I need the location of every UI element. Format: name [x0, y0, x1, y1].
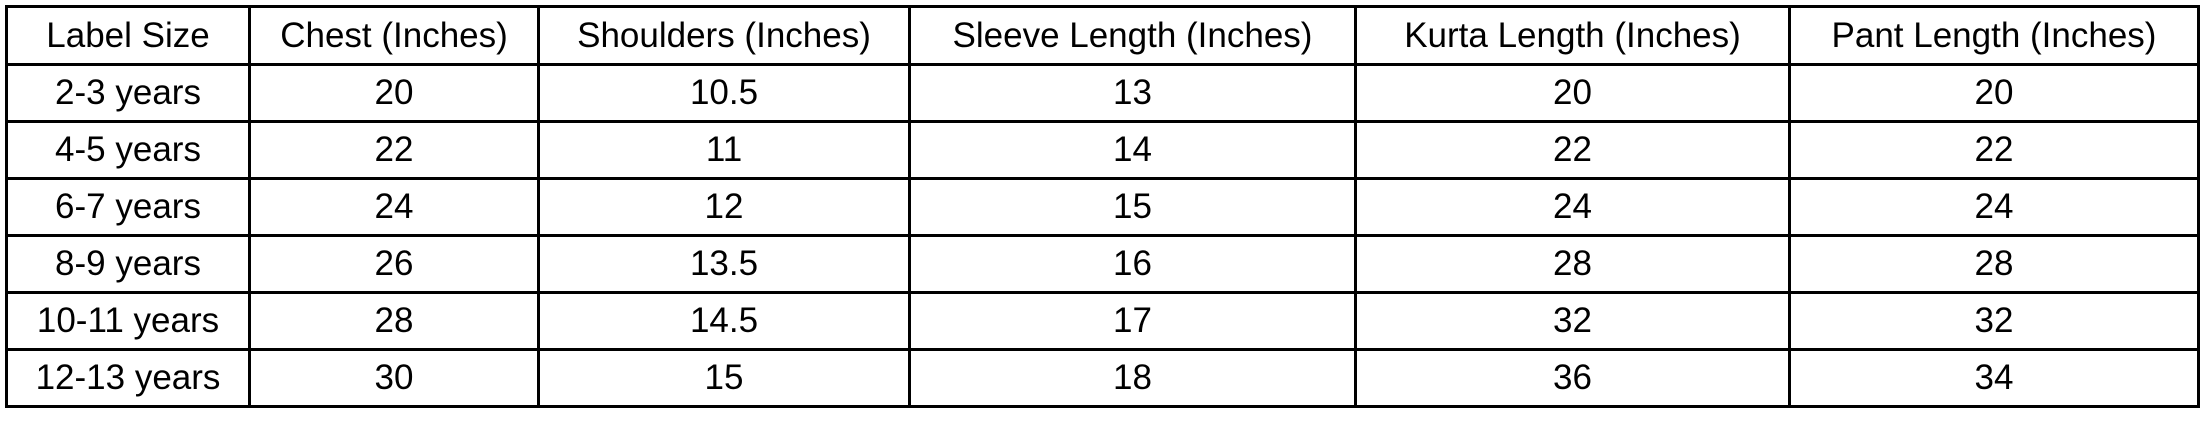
table-cell: 8-9 years: [5, 234, 251, 294]
table-body: 2-3 years 20 10.5 13 20 20 4-5 years 22 11 14 22 22…: [5, 63, 2200, 408]
table-cell: 6-7 years: [5, 177, 251, 237]
size-table: Label Size Chest (Inches) Shoulders (Inche…: [5, 5, 2200, 408]
table-cell: 10-11 years: [5, 291, 251, 351]
table-cell: 22: [1354, 120, 1791, 180]
table-cell: 4-5 years: [5, 120, 251, 180]
header-cell: Sleeve Length (Inches): [908, 5, 1357, 66]
table-row: 2-3 years 20 10.5 13 20 20: [5, 63, 2200, 123]
table-cell: 20: [1354, 63, 1791, 123]
table-cell: 28: [1788, 234, 2200, 294]
table-row: 12-13 years 30 15 18 36 34: [5, 348, 2200, 408]
size-chart: Label Size Chest (Inches) Shoulders (Inche…: [5, 5, 2200, 408]
header-cell: Kurta Length (Inches): [1354, 5, 1791, 66]
table-cell: 28: [1354, 234, 1791, 294]
table-cell: 10.5: [537, 63, 911, 123]
header-row: Label Size Chest (Inches) Shoulders (Inche…: [5, 5, 2200, 66]
table-row: 8-9 years 26 13.5 16 28 28: [5, 234, 2200, 294]
table-cell: 18: [908, 348, 1357, 408]
table-cell: 20: [1788, 63, 2200, 123]
table-cell: 11: [537, 120, 911, 180]
table-cell: 36: [1354, 348, 1791, 408]
table-row: 4-5 years 22 11 14 22 22: [5, 120, 2200, 180]
table-cell: 34: [1788, 348, 2200, 408]
table-cell: 16: [908, 234, 1357, 294]
table-cell: 32: [1788, 291, 2200, 351]
table-cell: 30: [248, 348, 540, 408]
table-cell: 2-3 years: [5, 63, 251, 123]
table-cell: 12: [537, 177, 911, 237]
table-cell: 32: [1354, 291, 1791, 351]
header-cell: Shoulders (Inches): [537, 5, 911, 66]
table-cell: 24: [248, 177, 540, 237]
table-cell: 14.5: [537, 291, 911, 351]
header-cell: Chest (Inches): [248, 5, 540, 66]
table-cell: 22: [248, 120, 540, 180]
table-row: 6-7 years 24 12 15 24 24: [5, 177, 2200, 237]
table-cell: 28: [248, 291, 540, 351]
header-cell: Label Size: [5, 5, 251, 66]
table-cell: 17: [908, 291, 1357, 351]
table-cell: 26: [248, 234, 540, 294]
table-cell: 13: [908, 63, 1357, 123]
table-cell: 22: [1788, 120, 2200, 180]
table-cell: 15: [908, 177, 1357, 237]
header-cell: Pant Length (Inches): [1788, 5, 2200, 66]
table-cell: 14: [908, 120, 1357, 180]
table-cell: 15: [537, 348, 911, 408]
table-cell: 13.5: [537, 234, 911, 294]
table-cell: 20: [248, 63, 540, 123]
table-cell: 24: [1788, 177, 2200, 237]
table-row: 10-11 years 28 14.5 17 32 32: [5, 291, 2200, 351]
table-cell: 24: [1354, 177, 1791, 237]
table-cell: 12-13 years: [5, 348, 251, 408]
